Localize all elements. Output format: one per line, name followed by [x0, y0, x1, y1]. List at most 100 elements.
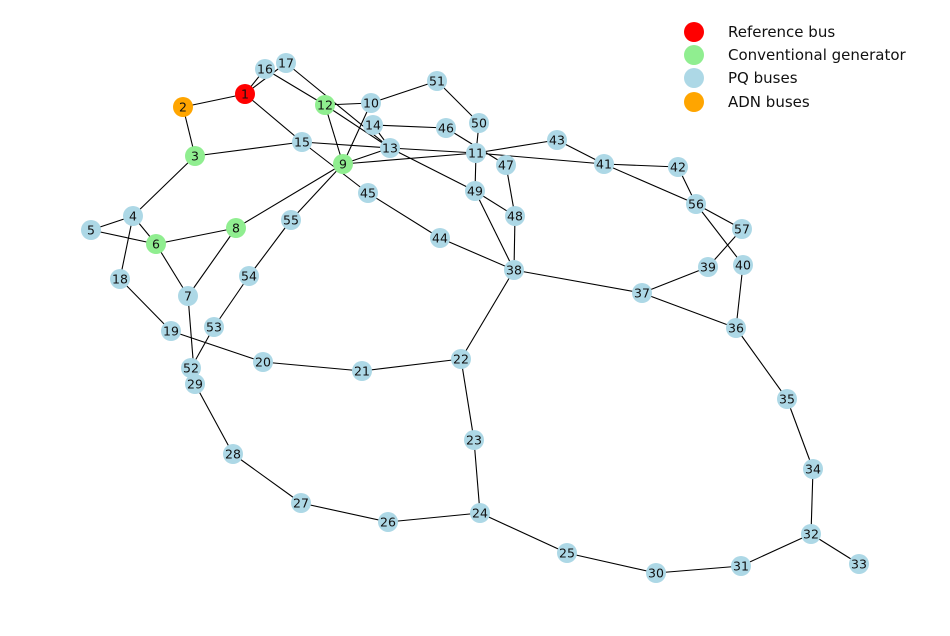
node-24: 24	[470, 503, 490, 523]
edge-10-51	[370, 80, 438, 104]
edge-6-8	[155, 227, 237, 245]
node-34: 34	[803, 459, 823, 479]
node-label-34: 34	[805, 461, 821, 476]
node-marker-51	[427, 71, 447, 91]
node-marker-50	[469, 113, 489, 133]
node-marker-29	[185, 374, 205, 394]
edge-9-10	[342, 102, 372, 165]
node-27: 27	[291, 493, 311, 513]
node-18: 18	[110, 269, 130, 289]
node-label-44: 44	[432, 230, 448, 245]
node-label-4: 4	[129, 208, 137, 223]
node-marker-56	[686, 194, 706, 214]
node-label-53: 53	[206, 319, 222, 334]
edge-1-15	[244, 93, 303, 143]
node-26: 26	[378, 512, 398, 532]
edge-30-25	[566, 552, 657, 574]
node-marker-15	[292, 132, 312, 152]
node-13: 13	[380, 138, 400, 158]
node-7: 7	[178, 286, 198, 306]
node-42: 42	[668, 157, 688, 177]
node-marker-40	[733, 255, 753, 275]
node-1: 1	[235, 84, 255, 104]
node-56: 56	[686, 194, 706, 214]
node-44: 44	[430, 228, 450, 248]
edge-34-32	[810, 468, 814, 535]
node-label-3: 3	[191, 148, 199, 163]
node-22: 22	[451, 349, 471, 369]
node-marker-6	[146, 234, 166, 254]
node-53: 53	[204, 317, 224, 337]
node-label-46: 46	[438, 120, 454, 135]
edge-3-4	[132, 155, 196, 217]
edge-8-9	[235, 163, 344, 229]
node-label-15: 15	[294, 134, 310, 149]
node-marker-54	[239, 266, 259, 286]
generator-marker-icon	[684, 44, 704, 65]
node-marker-37	[632, 283, 652, 303]
node-label-22: 22	[453, 351, 469, 366]
node-marker-17	[276, 53, 296, 73]
node-marker-35	[777, 389, 797, 409]
node-marker-47	[496, 155, 516, 175]
node-39: 39	[698, 257, 718, 277]
node-marker-43	[547, 130, 567, 150]
legend-item-adn: ADN buses	[684, 90, 906, 113]
node-35: 35	[777, 389, 797, 409]
edge-41-42	[603, 163, 679, 168]
node-marker-26	[378, 512, 398, 532]
node-label-24: 24	[472, 505, 488, 520]
node-marker-7	[178, 286, 198, 306]
node-label-6: 6	[152, 236, 160, 251]
node-marker-39	[698, 257, 718, 277]
edge-3-15	[194, 141, 303, 157]
node-marker-41	[594, 154, 614, 174]
node-label-26: 26	[380, 514, 396, 529]
edge-9-11	[342, 152, 477, 165]
node-20: 20	[253, 352, 273, 372]
node-marker-16	[255, 59, 275, 79]
node-55: 55	[281, 210, 301, 230]
edge-49-38	[474, 190, 515, 271]
node-8: 8	[226, 218, 246, 238]
node-30: 30	[646, 563, 666, 583]
reference-bus-marker-icon	[684, 21, 704, 42]
node-label-31: 31	[733, 558, 749, 573]
node-label-20: 20	[255, 354, 271, 369]
node-label-41: 41	[596, 156, 612, 171]
node-43: 43	[547, 130, 567, 150]
node-label-13: 13	[382, 140, 398, 155]
edge-25-24	[479, 512, 568, 554]
node-label-35: 35	[779, 391, 795, 406]
node-marker-46	[436, 118, 456, 138]
node-label-32: 32	[803, 526, 819, 541]
node-11: 11	[466, 143, 486, 163]
node-label-2: 2	[179, 99, 187, 114]
node-41: 41	[594, 154, 614, 174]
node-marker-1	[235, 84, 255, 104]
node-marker-28	[223, 444, 243, 464]
node-marker-27	[291, 493, 311, 513]
node-label-45: 45	[360, 185, 376, 200]
edge-54-55	[248, 219, 292, 277]
edge-44-38	[439, 237, 515, 271]
node-9: 9	[333, 154, 353, 174]
node-4: 4	[123, 206, 143, 226]
node-marker-5	[81, 220, 101, 240]
edge-24-26	[387, 512, 481, 523]
node-label-5: 5	[87, 222, 95, 237]
node-23: 23	[464, 430, 484, 450]
node-marker-2	[173, 97, 193, 117]
edge-36-35	[735, 327, 788, 400]
legend-item-pq: PQ buses	[684, 67, 906, 90]
node-label-12: 12	[317, 97, 333, 112]
node-48: 48	[505, 206, 525, 226]
node-label-54: 54	[241, 268, 257, 283]
edge-12-13	[324, 104, 391, 149]
edge-9-12	[324, 104, 344, 165]
edge-45-44	[367, 192, 441, 239]
node-marker-31	[731, 556, 751, 576]
node-label-23: 23	[466, 432, 482, 447]
node-10: 10	[361, 93, 381, 113]
